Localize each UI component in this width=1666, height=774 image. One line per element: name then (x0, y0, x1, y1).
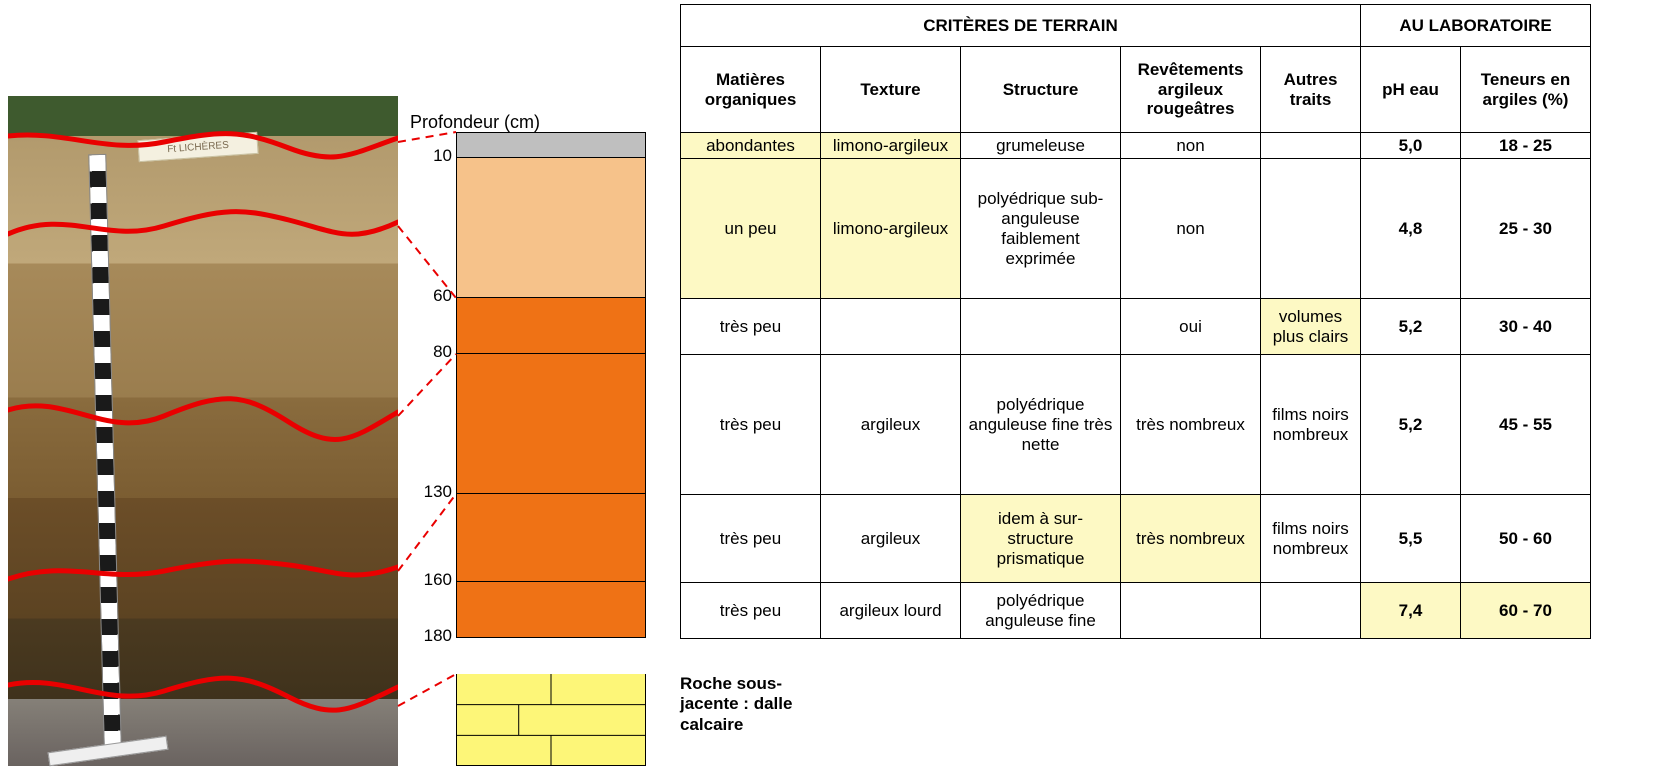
horizon-block (456, 494, 646, 582)
cell-revet: très nombreux (1121, 495, 1261, 583)
table-row: très peuargileuxpolyédrique anguleuse fi… (681, 355, 1591, 495)
cell-texture (821, 299, 961, 355)
depth-number: 180 (418, 626, 452, 646)
group-header-terrain: CRITÈRES DE TERRAIN (681, 5, 1361, 47)
cell-mat_org: un peu (681, 159, 821, 299)
table-row: très peu ouivolumes plus clairs5,230 - 40 (681, 299, 1591, 355)
cell-argiles: 25 - 30 (1461, 159, 1591, 299)
cell-texture: argileux (821, 495, 961, 583)
cell-structure (961, 299, 1121, 355)
cell-ph: 5,2 (1361, 355, 1461, 495)
cell-mat_org: très peu (681, 299, 821, 355)
table-row: abondanteslimono-argileuxgrumeleusenon 5,… (681, 133, 1591, 159)
cell-autres: films noirs nombreux (1261, 355, 1361, 495)
cell-mat_org: très peu (681, 583, 821, 639)
cell-mat_org: abondantes (681, 133, 821, 159)
table-row: très peuargileux lourdpolyédrique angule… (681, 583, 1591, 639)
cell-ph: 5,2 (1361, 299, 1461, 355)
cell-texture: argileux (821, 355, 961, 495)
cell-revet: non (1121, 159, 1261, 299)
cell-autres (1261, 583, 1361, 639)
horizon-boundaries-overlay (8, 96, 398, 766)
cell-texture: limono-argileux (821, 159, 961, 299)
soil-profile-photo: Ft LICHÈRES (8, 96, 398, 766)
horizon-block (456, 582, 646, 638)
depth-number: 160 (418, 570, 452, 590)
depth-number: 60 (418, 286, 452, 306)
group-header-labo: AU LABORATOIRE (1361, 5, 1591, 47)
column-header-revet: Revêtementsargileuxrougeâtres (1121, 47, 1261, 133)
cell-argiles: 50 - 60 (1461, 495, 1591, 583)
horizon-block (456, 132, 646, 158)
cell-argiles: 60 - 70 (1461, 583, 1591, 639)
cell-structure: idem à sur-structure prismatique (961, 495, 1121, 583)
cell-revet: très nombreux (1121, 355, 1261, 495)
column-header-argiles: Teneurs enargiles (%) (1461, 47, 1591, 133)
cell-autres (1261, 159, 1361, 299)
cell-argiles: 18 - 25 (1461, 133, 1591, 159)
soil-data-table: CRITÈRES DE TERRAINAU LABORATOIRE Matière… (680, 4, 1591, 639)
table-row: un peulimono-argileuxpolyédrique sub-ang… (681, 159, 1591, 299)
cell-revet: oui (1121, 299, 1261, 355)
horizon-block (456, 354, 646, 494)
cell-ph: 5,0 (1361, 133, 1461, 159)
column-header-texture: Texture (821, 47, 961, 133)
depth-axis-label: Profondeur (cm) (410, 112, 540, 133)
column-header-structure: Structure (961, 47, 1121, 133)
cell-structure: polyédrique anguleuse fine très nette (961, 355, 1121, 495)
cell-ph: 7,4 (1361, 583, 1461, 639)
cell-ph: 4,8 (1361, 159, 1461, 299)
depth-number: 80 (418, 342, 452, 362)
cell-autres (1261, 133, 1361, 159)
cell-texture: argileux lourd (821, 583, 961, 639)
cell-texture: limono-argileux (821, 133, 961, 159)
cell-mat_org: très peu (681, 355, 821, 495)
cell-autres: volumes plus clairs (1261, 299, 1361, 355)
cell-structure: polyédrique sub-anguleuse faiblement exp… (961, 159, 1121, 299)
soil-data-table-wrap: CRITÈRES DE TERRAINAU LABORATOIRE Matière… (680, 4, 1591, 639)
cell-mat_org: très peu (681, 495, 821, 583)
table-row: très peuargileuxidem à sur-structure pri… (681, 495, 1591, 583)
column-header-ph: pH eau (1361, 47, 1461, 133)
cell-ph: 5,5 (1361, 495, 1461, 583)
horizon-block (456, 158, 646, 298)
column-header-mat_org: Matièresorganiques (681, 47, 821, 133)
cell-structure: polyédrique anguleuse fine (961, 583, 1121, 639)
cell-revet: non (1121, 133, 1261, 159)
cell-autres: films noirs nombreux (1261, 495, 1361, 583)
cell-argiles: 45 - 55 (1461, 355, 1591, 495)
depth-number: 10 (418, 146, 452, 166)
column-header-autres: Autrestraits (1261, 47, 1361, 133)
cell-structure: grumeleuse (961, 133, 1121, 159)
horizon-block (456, 298, 646, 354)
cell-argiles: 30 - 40 (1461, 299, 1591, 355)
bedrock-label: Roche sous-jacente : dalle calcaire (680, 674, 830, 735)
cell-revet (1121, 583, 1261, 639)
depth-number: 130 (418, 482, 452, 502)
